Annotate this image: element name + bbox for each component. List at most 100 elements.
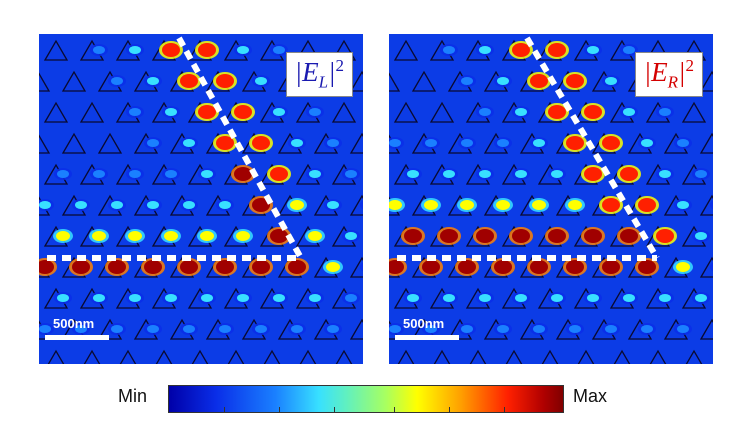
field-hotspot-core (345, 232, 357, 240)
field-hotspot-core (641, 139, 653, 147)
field-hotspot-core (602, 198, 620, 212)
colorbar-tick (503, 407, 505, 412)
lattice-hole (699, 318, 713, 340)
lattice-hole (699, 194, 713, 216)
field-hotspot-core (389, 200, 402, 210)
lattice-hole (61, 70, 87, 92)
field-hotspot-core (147, 77, 159, 85)
lattice-hole (699, 132, 713, 154)
colorbar-tick (224, 407, 226, 412)
field-hotspot-core (345, 170, 357, 178)
field-hotspot-core (515, 294, 527, 302)
lattice-hole (429, 101, 455, 123)
field-hotspot-core (237, 294, 249, 302)
field-hotspot-core (111, 201, 123, 209)
field-hotspot-core (147, 139, 159, 147)
field-hotspot-core (273, 46, 285, 54)
field-hotspot-core (39, 260, 54, 274)
field-hotspot-core (327, 201, 339, 209)
field-hotspot-core (291, 325, 303, 333)
field-hotspot-core (677, 201, 689, 209)
lattice-hole (47, 349, 65, 364)
field-hotspot-core (497, 139, 509, 147)
lattice-hole (155, 349, 173, 364)
right-domain-wall-diagonal (524, 36, 660, 260)
colorbar-min-label: Min (118, 386, 148, 406)
field-hotspot-core (129, 108, 141, 116)
field-hotspot-core (327, 139, 339, 147)
field-hotspot-core (252, 260, 270, 274)
field-hotspot-core (273, 108, 285, 116)
lattice-hole (389, 72, 401, 92)
field-hotspot-core (566, 136, 584, 150)
field-hotspot-core (530, 74, 548, 88)
field-hotspot-core (200, 231, 214, 241)
field-hotspot-core (422, 260, 440, 274)
field-hotspot-core (587, 294, 599, 302)
field-hotspot-core (308, 231, 322, 241)
field-hotspot-core (309, 170, 321, 178)
field-hotspot-core (57, 294, 69, 302)
field-hotspot-core (479, 46, 491, 54)
colorbar-tick (448, 407, 450, 412)
field-hotspot-core (425, 139, 437, 147)
lattice-hole (681, 101, 707, 123)
field-hotspot-core (57, 170, 69, 178)
lattice-hole (61, 132, 87, 154)
field-hotspot-core (273, 294, 285, 302)
field-hotspot-core (584, 105, 602, 119)
field-hotspot-core (234, 167, 252, 181)
field-hotspot-core (695, 170, 707, 178)
field-hotspot-core (512, 43, 530, 57)
field-hotspot-core (216, 260, 234, 274)
field-hotspot-core (183, 325, 195, 333)
lattice-hole (393, 39, 419, 61)
field-hotspot-core (39, 325, 51, 333)
field-hotspot-core (326, 262, 340, 272)
field-hotspot-core (219, 201, 231, 209)
field-hotspot-core (389, 260, 404, 274)
lattice-hole (349, 256, 363, 278)
field-hotspot-core (515, 108, 527, 116)
field-hotspot-core (584, 167, 602, 181)
field-hotspot-core (236, 231, 250, 241)
field-hotspot-core (587, 46, 599, 54)
field-hotspot-core (129, 46, 141, 54)
colorbar-tick (334, 407, 336, 412)
field-label-left: |EL|2 (285, 52, 353, 98)
field-hotspot-core (56, 231, 70, 241)
field-hotspot-core (566, 74, 584, 88)
lattice-hole (685, 349, 703, 364)
field-hotspot-core (425, 325, 437, 333)
field-hotspot-core (695, 232, 707, 240)
scale-bar-right (395, 335, 459, 340)
field-hotspot-core (677, 139, 689, 147)
field-hotspot-core (92, 231, 106, 241)
field-hotspot-core (440, 229, 458, 243)
field-hotspot-core (496, 200, 510, 210)
field-hotspot-core (623, 108, 635, 116)
field-hotspot-core (638, 198, 656, 212)
field-hotspot-core (641, 325, 653, 333)
field-hotspot-core (309, 108, 321, 116)
field-hotspot-core (497, 325, 509, 333)
field-hotspot-core (533, 325, 545, 333)
field-map-left: |EL|2 500nm (39, 34, 363, 364)
field-hotspot-core (93, 294, 105, 302)
field-hotspot-core (93, 46, 105, 54)
field-hotspot-core (458, 260, 476, 274)
lattice-hole (97, 132, 123, 154)
lattice-hole (227, 349, 245, 364)
lattice-hole (331, 101, 357, 123)
lattice-hole (299, 349, 317, 364)
field-hotspot-core (533, 139, 545, 147)
scale-bar-label-right: 500nm (403, 316, 445, 331)
field-hotspot-core (620, 167, 638, 181)
field-hotspot-core (165, 170, 177, 178)
lattice-hole (39, 134, 51, 154)
field-hotspot-core (602, 136, 620, 150)
lattice-hole (397, 349, 415, 364)
field-hotspot-core (75, 201, 87, 209)
field-map-right: |ER|2 500nm (389, 34, 713, 364)
colorbar-max-label: Max (573, 386, 608, 406)
